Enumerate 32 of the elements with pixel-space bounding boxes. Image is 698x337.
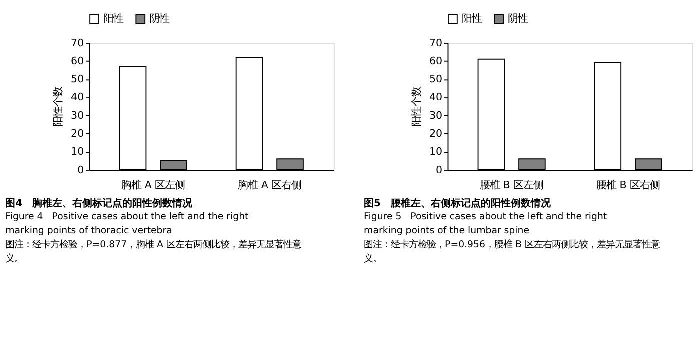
x-tick-label: 胸椎 A 区右侧 bbox=[238, 179, 302, 192]
y-tick-label: 10 bbox=[429, 146, 443, 158]
y-tick-label: 70 bbox=[71, 37, 84, 50]
y-tick-label: 30 bbox=[429, 110, 443, 122]
y-tick-label: 60 bbox=[429, 55, 443, 68]
y-tick-label: 0 bbox=[78, 164, 84, 176]
y-tick-label: 40 bbox=[71, 92, 84, 104]
legend-label: 阳性 bbox=[462, 13, 482, 26]
legend-label: 阴性 bbox=[508, 13, 528, 26]
y-tick-label: 30 bbox=[71, 110, 84, 122]
y-tick-label: 20 bbox=[429, 128, 443, 140]
y-tick-label: 0 bbox=[436, 164, 443, 176]
text: 图5 腰椎左、右侧标记点的阳性例数情况 bbox=[364, 198, 552, 210]
text: 图注：经卡方检验，P=0.877，胸椎 A 区左右两侧比较，差异无显著性意义。 bbox=[6, 240, 302, 265]
y-axis-title: 阳性个数 bbox=[411, 86, 424, 127]
y-tick-label: 50 bbox=[429, 74, 443, 86]
caption: Figure 4 Positive cases about the left and the right marking points of thoracic vertebra bbox=[6, 211, 250, 237]
y-tick-label: 10 bbox=[71, 146, 84, 158]
caption: Figure 5 Positive cases about the left and the right marking points of the lumbar spine bbox=[364, 211, 608, 237]
text: 图4 胸椎左、右侧标记点的阳性例数情况 bbox=[6, 198, 194, 210]
legend-label: 阳性 bbox=[103, 13, 124, 26]
y-axis-title: 阳性个数 bbox=[52, 86, 65, 127]
x-tick-label: 腰椎 B 区右侧 bbox=[596, 179, 660, 192]
text: 图注：经卡方检验，P=0.956，腰椎 B 区左右两侧比较，差异无显著性意义。 bbox=[364, 240, 660, 265]
y-tick-label: 50 bbox=[71, 74, 84, 86]
x-tick-label: 腰椎 B 区左侧 bbox=[480, 179, 544, 192]
legend-label: 阴性 bbox=[150, 13, 170, 26]
y-tick-label: 60 bbox=[71, 55, 84, 68]
y-tick-label: 20 bbox=[71, 128, 84, 140]
x-tick-label: 胸椎 A 区左侧 bbox=[122, 179, 186, 192]
y-tick-label: 40 bbox=[429, 92, 443, 104]
y-tick-label: 70 bbox=[429, 37, 443, 50]
